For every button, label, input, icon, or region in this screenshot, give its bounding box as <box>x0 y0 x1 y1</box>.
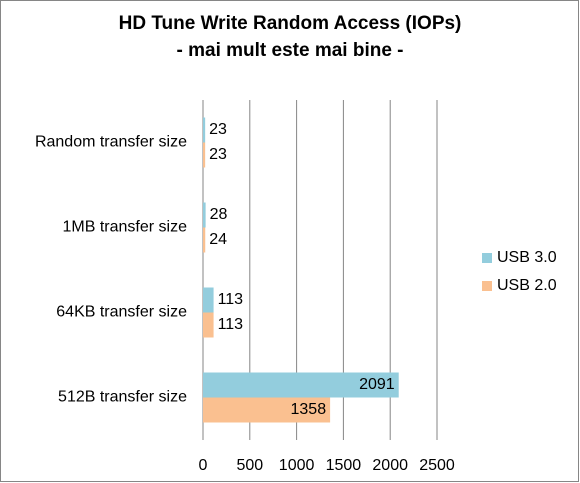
bar <box>203 312 214 338</box>
legend-swatch <box>482 253 492 263</box>
legend-label: USB 3.0 <box>497 249 557 266</box>
x-tick-label: 0 <box>199 457 208 474</box>
x-tick-label: 1500 <box>326 457 362 474</box>
data-label: 23 <box>209 121 227 138</box>
bar <box>203 287 214 313</box>
y-tick-label: 64KB transfer size <box>56 304 187 321</box>
y-tick-label: 512B transfer size <box>58 389 187 406</box>
chart-subtitle: - mai mult este mai bine - <box>177 40 404 61</box>
data-label: 24 <box>209 231 227 248</box>
y-tick-label: Random transfer size <box>35 134 187 151</box>
x-tick-label: 2000 <box>372 457 408 474</box>
bar <box>203 202 206 228</box>
bar <box>203 117 206 143</box>
x-tick-label: 1000 <box>279 457 315 474</box>
bar <box>203 142 206 168</box>
x-tick-label: 2500 <box>419 457 455 474</box>
chart-title: HD Tune Write Random Access (IOPs) <box>119 13 462 34</box>
x-tick-label: 500 <box>236 457 263 474</box>
bar <box>203 227 206 253</box>
data-label: 113 <box>218 291 244 308</box>
legend-label: USB 2.0 <box>497 277 557 294</box>
bar <box>203 397 331 423</box>
data-label: 2091 <box>359 376 395 393</box>
data-label: 1358 <box>291 401 327 418</box>
y-tick-label: 1MB transfer size <box>63 219 188 236</box>
data-label: 113 <box>218 316 244 333</box>
data-label: 28 <box>210 206 228 223</box>
legend-swatch <box>482 281 492 291</box>
bar <box>203 372 399 398</box>
data-label: 23 <box>209 146 227 163</box>
